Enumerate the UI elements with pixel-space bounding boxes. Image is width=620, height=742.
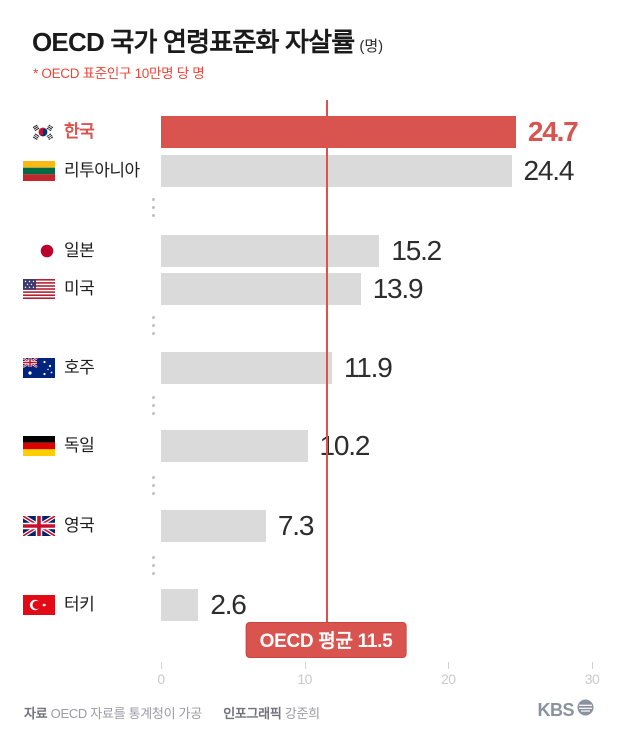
chart-row-de: 독일 10.2 (0, 430, 620, 462)
value-label: 15.2 (391, 235, 442, 266)
country-label: 독일 (64, 436, 95, 455)
value-bar (161, 510, 266, 542)
value-label: 11.9 (343, 352, 393, 383)
value-label: 24.4 (523, 155, 575, 186)
average-reference-line (326, 100, 328, 623)
x-axis-tick-label: 30 (584, 671, 600, 687)
country-label: 미국 (64, 279, 95, 298)
x-axis-tick (161, 662, 162, 669)
value-bar (161, 273, 361, 305)
value-bar (161, 235, 380, 267)
japan-flag-icon (23, 241, 55, 261)
country-label: 리투아니아 (64, 161, 140, 180)
value-bar (161, 155, 512, 187)
chart-row-tr: 터키 2.6 (0, 589, 620, 621)
usa-flag-icon (23, 279, 55, 299)
kbs-logo-text: KBS (537, 699, 574, 720)
x-axis-tick (592, 662, 593, 669)
country-label: 호주 (64, 358, 95, 377)
country-label: 터키 (64, 595, 95, 614)
source-label: 자료 (24, 706, 48, 721)
average-badge: OECD 평균 11.5 (245, 622, 407, 658)
value-bar (161, 116, 516, 148)
lithuania-flag-icon (23, 161, 55, 181)
chart-row-us: 미국 13.9 (0, 273, 620, 305)
value-label: 13.9 (372, 273, 424, 304)
value-bar (161, 352, 332, 384)
value-label: 24.7 (527, 116, 579, 147)
kbs-globe-icon (577, 699, 594, 721)
country-label: 일본 (64, 241, 95, 260)
title-unit: (명) (359, 38, 384, 55)
x-axis-tick-label: 0 (157, 671, 165, 687)
chart-row-gb: 영국 7.3 (0, 510, 620, 542)
turkey-flag-icon (23, 595, 55, 615)
germany-flag-icon (23, 436, 55, 456)
x-axis-tick-label: 20 (441, 671, 456, 687)
australia-flag-icon (23, 358, 55, 378)
x-axis-tick (448, 662, 450, 669)
credit-label: 인포그래픽 (223, 706, 282, 721)
page-title: OECD 국가 연령표준화 자살률 (명) (32, 22, 383, 59)
value-bar (161, 430, 308, 462)
value-label: 10.2 (319, 430, 371, 461)
country-label: 한국 (64, 122, 95, 141)
x-axis-tick (304, 662, 306, 669)
country-label: 영국 (64, 516, 95, 535)
value-label: 7.3 (277, 510, 315, 541)
chart-row-jp: 일본 15.2 (0, 235, 620, 267)
korea-flag-icon (23, 122, 55, 142)
chart-note: * OECD 표준인구 10만명 당 명 (33, 66, 205, 81)
value-label: 2.6 (210, 589, 247, 620)
value-bar (161, 589, 199, 621)
kbs-logo: KBS (537, 699, 594, 721)
title-text: OECD 국가 연령표준화 자살률 (32, 27, 355, 57)
chart-row-lt: 리투아니아 24.4 (0, 155, 620, 187)
chart-row-au: 호주 11.9 (0, 352, 620, 384)
footer: 자료 OECD 자료를 통계청이 가공 인포그래픽 강준희 (24, 703, 320, 722)
source-text: OECD 자료를 통계청이 가공 (50, 706, 203, 721)
credit-text: 강준희 (284, 706, 320, 721)
chart-row-kr: 한국 24.7 (0, 116, 620, 148)
uk-flag-icon (23, 516, 55, 536)
x-axis-tick-label: 10 (297, 671, 312, 687)
